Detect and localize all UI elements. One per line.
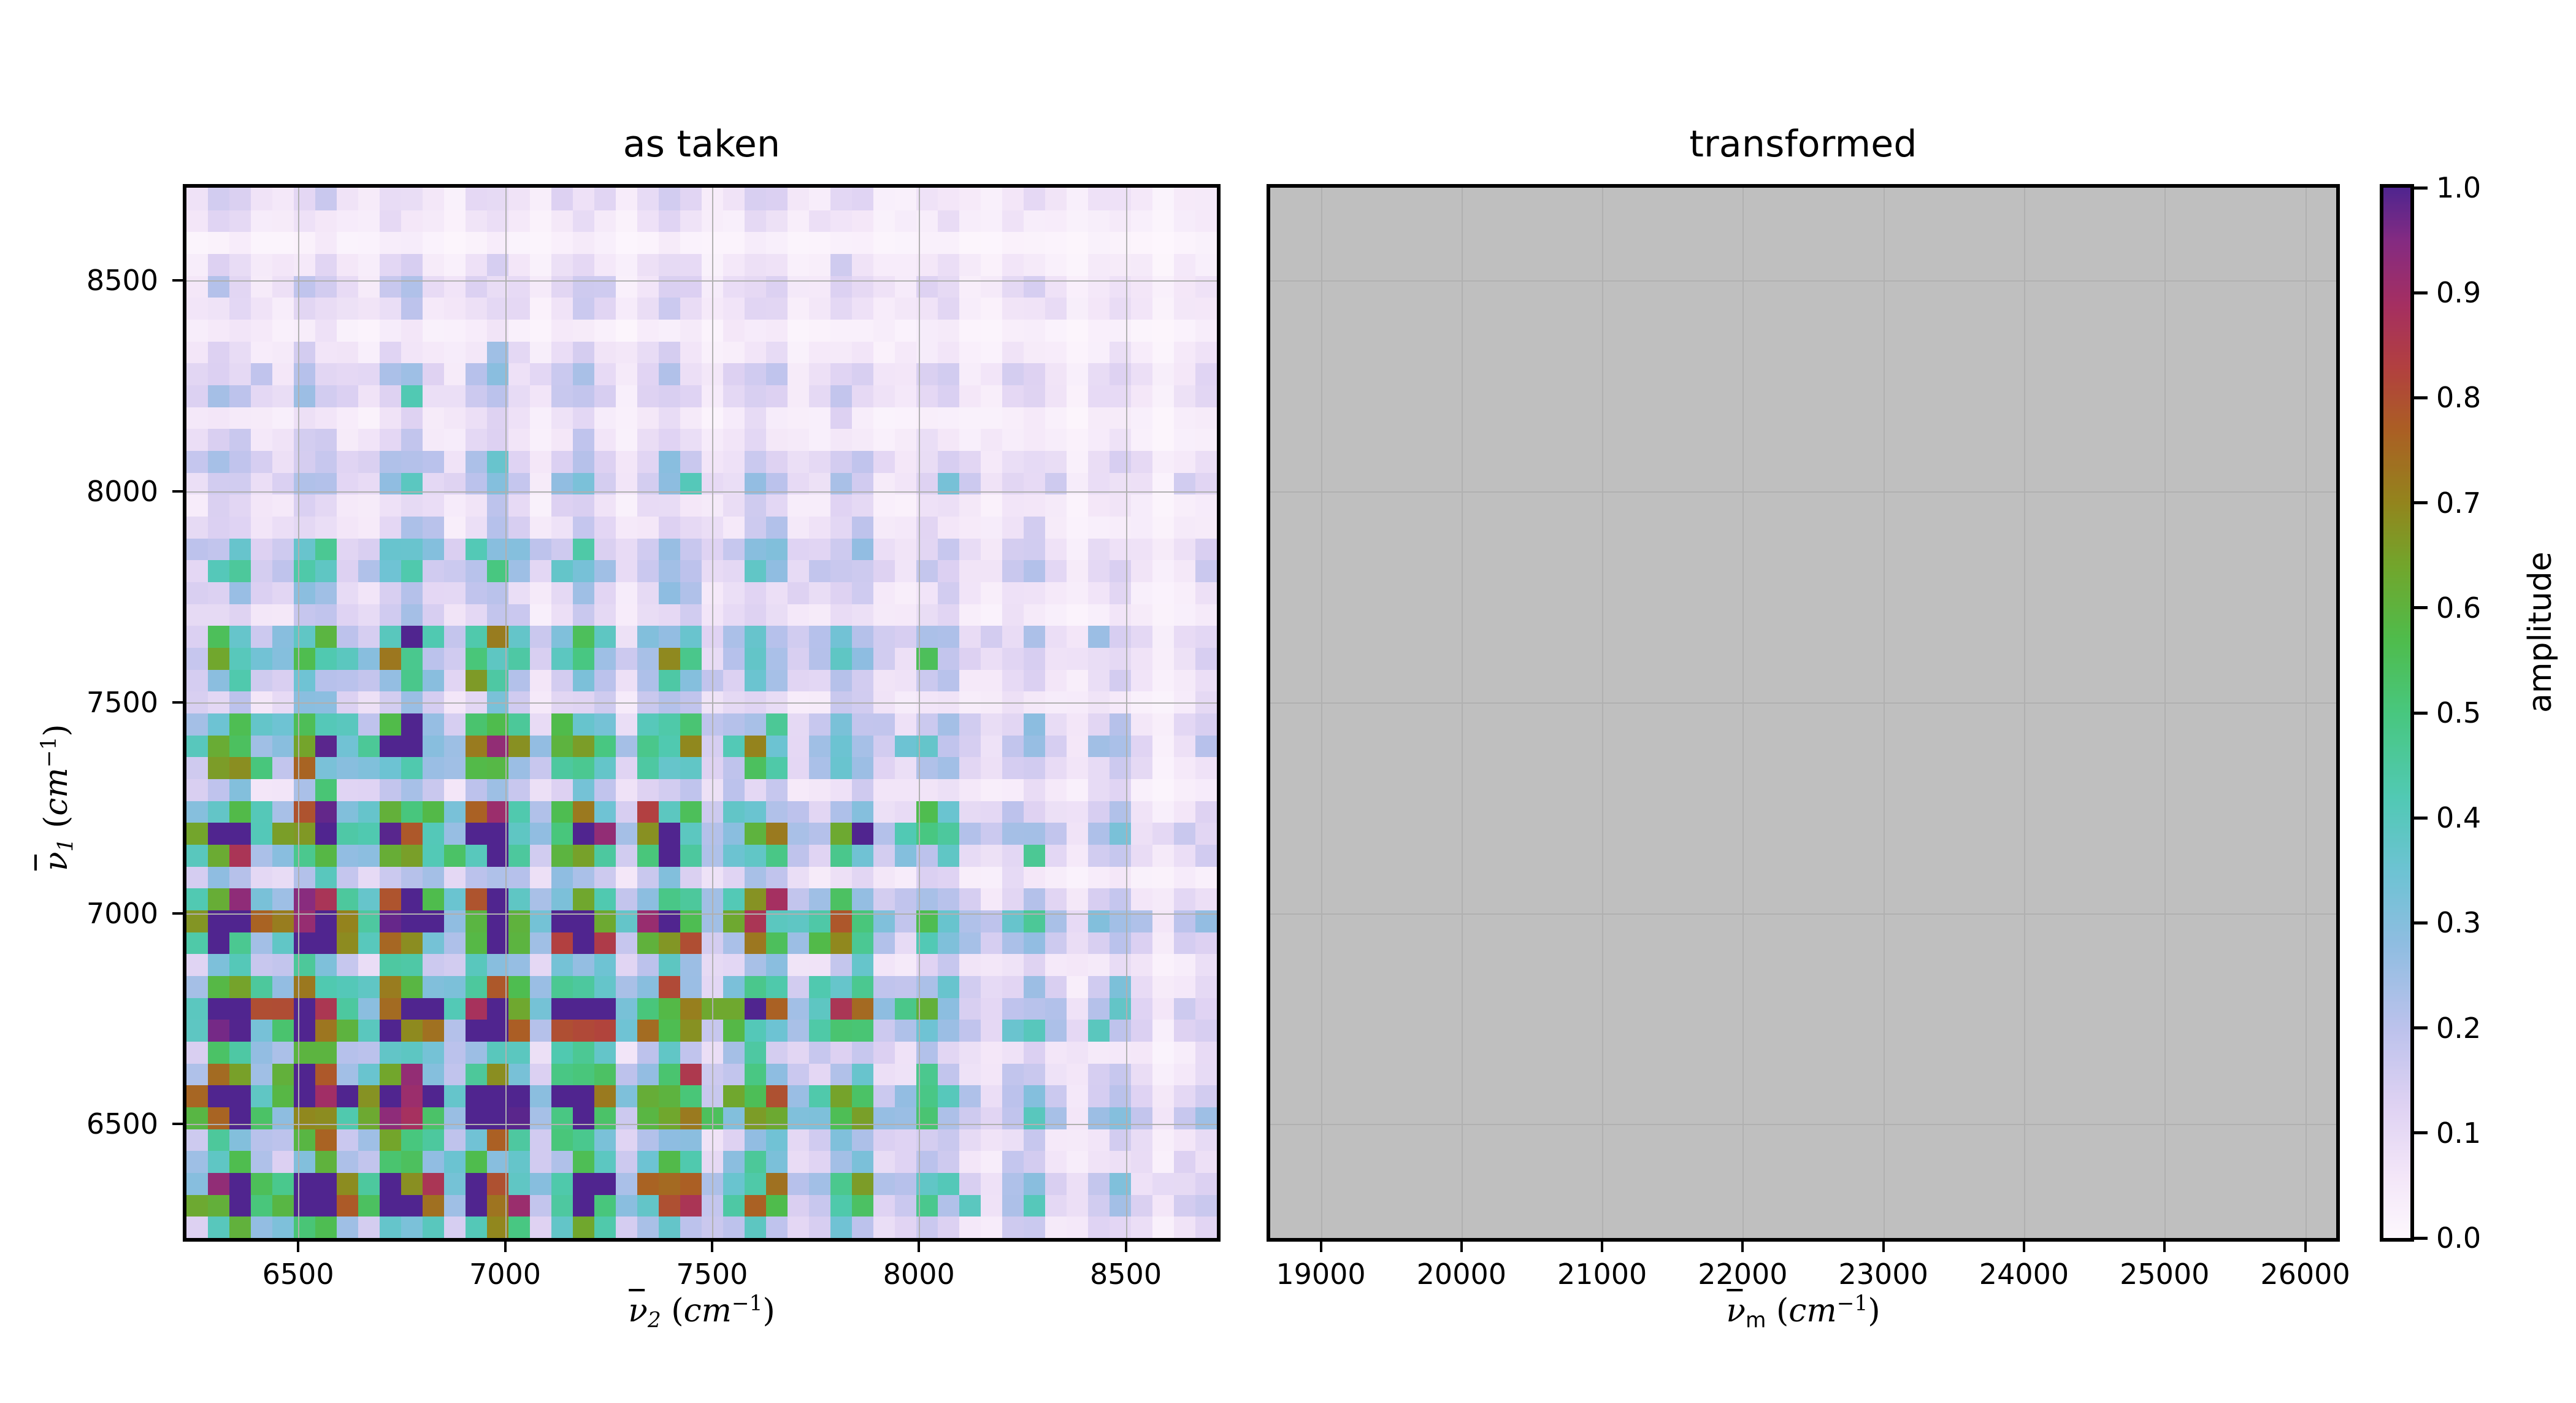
colorbar-tick — [2414, 501, 2428, 505]
x-tick-label: 25000 — [2120, 1258, 2210, 1291]
x-tick — [1882, 1242, 1885, 1252]
gridline-vertical — [1321, 188, 1322, 1238]
x-tick-label: 23000 — [1838, 1258, 1928, 1291]
x-tick — [1319, 1242, 1322, 1252]
y-tick — [172, 701, 183, 704]
gridline-vertical — [1883, 188, 1885, 1238]
x-tick — [1460, 1242, 1463, 1252]
gridline-vertical — [2305, 188, 2307, 1238]
gridline-vertical — [1461, 188, 1463, 1238]
heatmap-transformed — [1270, 188, 2336, 1238]
colorbar-tick-label: 0.2 — [2436, 1011, 2482, 1045]
colorbar-tick — [2414, 1131, 2428, 1135]
colorbar-tick-label: 1.0 — [2436, 171, 2482, 204]
x-tick-label: 8500 — [1090, 1258, 1162, 1291]
colorbar-tick-label: 0.7 — [2436, 486, 2482, 520]
gridline-vertical — [2023, 188, 2025, 1238]
gridline-vertical — [1602, 188, 1604, 1238]
colorbar-tick-label: 0.9 — [2436, 276, 2482, 310]
y-tick-label: 8000 — [86, 475, 158, 509]
colorbar-tick-label: 0.1 — [2436, 1116, 2482, 1150]
x-tick — [1124, 1242, 1127, 1252]
gridline-horizontal — [186, 1124, 1217, 1126]
colorbar-tick-label: 0.8 — [2436, 381, 2482, 415]
colorbar-tick-label: 0.5 — [2436, 696, 2482, 729]
x-tick-label: 6500 — [262, 1258, 334, 1291]
gridline-horizontal — [186, 913, 1217, 915]
x-tick — [2304, 1242, 2307, 1252]
colorbar-tick — [2414, 816, 2428, 820]
gridline-horizontal — [186, 280, 1217, 282]
colorbar-tick — [2414, 606, 2428, 610]
heatmap-as-taken — [186, 188, 1217, 1238]
colorbar-tick-label: 0.4 — [2436, 801, 2482, 835]
colorbar-tick-label: 0.0 — [2436, 1221, 2482, 1255]
x-tick — [2022, 1242, 2025, 1252]
colorbar-tick — [2414, 396, 2428, 399]
colorbar-tick-label: 0.6 — [2436, 591, 2482, 625]
y-tick — [172, 1123, 183, 1126]
colorbar-tick — [2414, 1026, 2428, 1030]
gridline-vertical — [1742, 188, 1744, 1238]
x-tick-label: 19000 — [1276, 1258, 1366, 1291]
gridline-horizontal — [1270, 1124, 2336, 1126]
x-tick — [297, 1242, 300, 1252]
x-tick — [1601, 1242, 1604, 1252]
colorbar-title: amplitude — [2522, 552, 2559, 713]
y-tick-label: 7500 — [86, 685, 158, 719]
x-tick-label: 7500 — [676, 1258, 748, 1291]
y-tick-label: 8500 — [86, 264, 158, 298]
x-tick-label: 26000 — [2260, 1258, 2350, 1291]
x-tick-label: 8000 — [883, 1258, 955, 1291]
gridline-vertical — [711, 188, 713, 1238]
gridline-vertical — [505, 188, 507, 1238]
colorbar-tick-label: 0.3 — [2436, 906, 2482, 940]
x-tick-label: 24000 — [1979, 1258, 2069, 1291]
y-tick-label: 7000 — [86, 896, 158, 930]
plot-area-transformed — [1270, 188, 2336, 1238]
gridline-vertical — [2164, 188, 2166, 1238]
x-tick — [1741, 1242, 1744, 1252]
y-tick — [172, 279, 183, 282]
x-tick — [2163, 1242, 2166, 1252]
colorbar-tick — [2414, 921, 2428, 924]
x-tick-label: 7000 — [469, 1258, 542, 1291]
y-tick-label: 6500 — [86, 1107, 158, 1141]
x-tick-label: 20000 — [1416, 1258, 1506, 1291]
gridline-horizontal — [1270, 913, 2336, 915]
colorbar-tick — [2414, 291, 2428, 294]
gridline-horizontal — [1270, 702, 2336, 704]
y-tick — [172, 912, 183, 915]
colorbar-tick — [2414, 186, 2428, 190]
plot-panel-as-taken[interactable] — [183, 184, 1221, 1242]
gridline-vertical — [1125, 188, 1127, 1238]
colorbar-tick — [2414, 711, 2428, 715]
colorbar-tick — [2414, 1236, 2428, 1240]
y-tick — [172, 490, 183, 493]
plot-area-as-taken — [186, 188, 1217, 1238]
x-tick — [504, 1242, 507, 1252]
gridline-vertical — [919, 188, 921, 1238]
x-tick — [710, 1242, 713, 1252]
panel-title-as-taken: as taken — [623, 123, 781, 166]
gridline-horizontal — [186, 702, 1217, 704]
x-tick-label: 21000 — [1557, 1258, 1647, 1291]
gridline-vertical — [298, 188, 300, 1238]
x-tick — [918, 1242, 921, 1252]
x-tick-label: 22000 — [1698, 1258, 1788, 1291]
plot-panel-transformed[interactable] — [1267, 184, 2340, 1242]
gridline-horizontal — [1270, 491, 2336, 493]
gridline-horizontal — [1270, 280, 2336, 282]
panel-title-transformed: transformed — [1689, 123, 1917, 166]
gridline-horizontal — [186, 491, 1217, 493]
colorbar[interactable] — [2380, 184, 2414, 1242]
colorbar-gradient — [2383, 188, 2410, 1238]
